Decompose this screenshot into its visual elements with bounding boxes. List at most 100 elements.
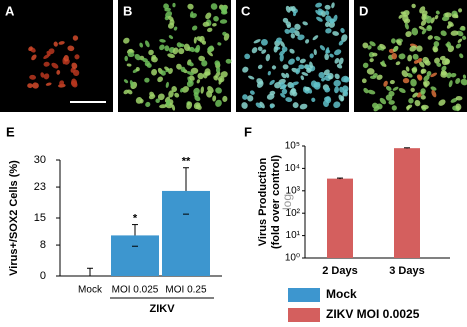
cell bbox=[323, 69, 330, 76]
cell bbox=[367, 89, 376, 95]
cell bbox=[444, 12, 452, 18]
cell bbox=[48, 48, 55, 55]
cell bbox=[423, 75, 430, 82]
cell bbox=[343, 76, 350, 83]
cell bbox=[289, 27, 296, 34]
cell bbox=[159, 39, 166, 43]
cell bbox=[207, 50, 213, 57]
cell bbox=[157, 93, 165, 101]
cell bbox=[199, 35, 205, 43]
cell bbox=[406, 73, 413, 78]
cell bbox=[196, 79, 201, 84]
cell bbox=[457, 38, 463, 43]
cell bbox=[328, 21, 335, 28]
cell bbox=[134, 53, 141, 61]
cell bbox=[460, 78, 467, 86]
y-tick-label: 10⁰ bbox=[285, 253, 300, 264]
cell bbox=[408, 97, 414, 104]
cell bbox=[27, 83, 33, 89]
cell bbox=[40, 72, 45, 78]
cell bbox=[220, 71, 228, 78]
cell bbox=[72, 35, 79, 41]
y-tick-label: 10¹ bbox=[286, 230, 301, 241]
cell bbox=[302, 21, 308, 26]
legend-swatch bbox=[288, 308, 320, 322]
y-tick-label: 10³ bbox=[286, 185, 301, 196]
cell bbox=[290, 83, 295, 88]
cell bbox=[367, 45, 372, 50]
cell bbox=[434, 15, 439, 20]
cell bbox=[58, 41, 65, 45]
cell bbox=[455, 78, 461, 84]
cell bbox=[279, 40, 285, 48]
cell bbox=[372, 52, 378, 57]
cell bbox=[160, 70, 166, 76]
cell bbox=[172, 2, 176, 8]
cell bbox=[420, 104, 429, 110]
cell bbox=[424, 80, 430, 87]
cell bbox=[279, 54, 284, 62]
cell bbox=[126, 63, 132, 67]
cell bbox=[444, 58, 451, 65]
y-axis-label: Virus+/SOX2 Cells (%) bbox=[8, 160, 20, 276]
cell bbox=[400, 11, 407, 15]
y-tick-label: 30 bbox=[34, 154, 46, 166]
x-tick-label: Mock bbox=[78, 285, 103, 296]
cell bbox=[144, 77, 150, 83]
cell bbox=[300, 75, 304, 81]
cell bbox=[32, 82, 39, 89]
cell bbox=[201, 60, 208, 67]
cell bbox=[376, 74, 383, 80]
cell bbox=[391, 52, 398, 60]
cell bbox=[248, 75, 255, 80]
cell bbox=[256, 78, 264, 85]
cell bbox=[157, 76, 164, 83]
cell bbox=[315, 2, 323, 8]
cell bbox=[217, 42, 222, 46]
cell bbox=[290, 5, 296, 12]
cell bbox=[181, 86, 190, 93]
cell bbox=[220, 5, 228, 13]
cell bbox=[135, 97, 143, 104]
annotation: * bbox=[133, 212, 138, 224]
cell bbox=[259, 101, 265, 109]
cell bbox=[197, 72, 204, 80]
cell bbox=[316, 16, 323, 22]
cell bbox=[405, 31, 412, 38]
cell bbox=[338, 94, 344, 102]
cell bbox=[286, 24, 291, 29]
cell bbox=[418, 26, 425, 30]
cell bbox=[215, 99, 222, 107]
cell bbox=[292, 102, 299, 109]
cell bbox=[295, 56, 301, 61]
cell bbox=[328, 75, 332, 80]
y-axis-label: (fold over control) bbox=[270, 155, 282, 249]
cell bbox=[373, 105, 380, 112]
cell bbox=[171, 86, 177, 93]
cell bbox=[462, 74, 467, 79]
cell bbox=[213, 75, 219, 81]
cell bbox=[333, 80, 341, 87]
bar bbox=[162, 190, 210, 276]
cell bbox=[313, 81, 321, 88]
cell bbox=[421, 13, 427, 21]
cell bbox=[174, 92, 180, 98]
y-tick-label: 0 bbox=[40, 270, 46, 282]
cell bbox=[319, 45, 326, 51]
cell bbox=[321, 77, 325, 82]
cell bbox=[329, 53, 334, 58]
cell bbox=[178, 47, 185, 55]
scale-note: log bbox=[280, 194, 294, 210]
cell bbox=[282, 64, 289, 70]
y-tick-label: 8 bbox=[40, 239, 46, 251]
cell bbox=[433, 35, 441, 41]
cell bbox=[440, 70, 447, 76]
cell bbox=[51, 62, 59, 69]
cell bbox=[257, 46, 263, 52]
cell bbox=[411, 27, 419, 36]
panel-label: C bbox=[241, 3, 251, 18]
cell bbox=[155, 98, 160, 103]
cell bbox=[295, 67, 301, 75]
cell bbox=[459, 27, 466, 31]
cell bbox=[311, 97, 316, 103]
